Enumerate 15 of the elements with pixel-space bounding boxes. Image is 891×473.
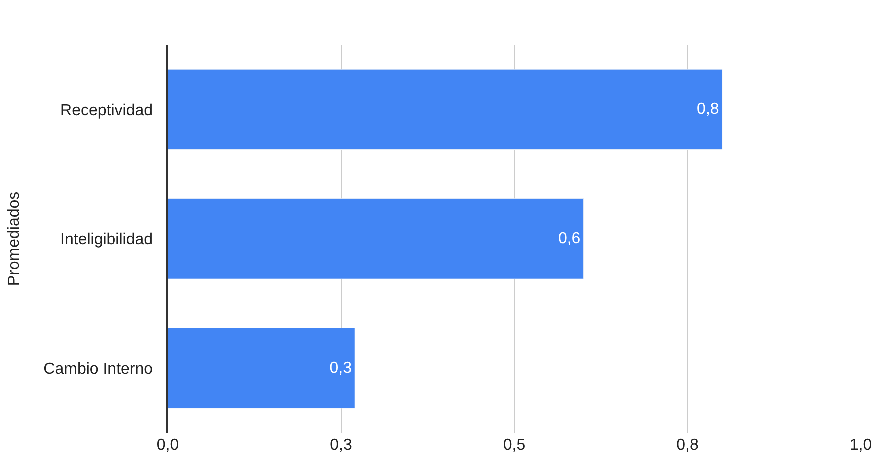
y-tick-label: Cambio Interno xyxy=(44,360,154,378)
bar xyxy=(168,328,356,409)
x-tick-label: 0,5 xyxy=(503,437,526,454)
data-label: 0,6 xyxy=(558,230,581,248)
y-tick-label: Receptividad xyxy=(60,102,154,120)
bar xyxy=(168,69,723,150)
x-tick-label: 0,0 xyxy=(156,437,180,454)
y-axis-title: Promediados xyxy=(6,192,24,286)
data-label: 0,8 xyxy=(697,101,720,118)
y-tick-label: Inteligibilidad xyxy=(60,232,154,249)
data-label: 0,3 xyxy=(330,360,352,377)
x-tick-label: 0,3 xyxy=(330,437,352,454)
bar xyxy=(168,198,584,280)
x-tick-label: 1,0 xyxy=(850,437,872,454)
x-tick-label: 0,8 xyxy=(676,437,699,454)
